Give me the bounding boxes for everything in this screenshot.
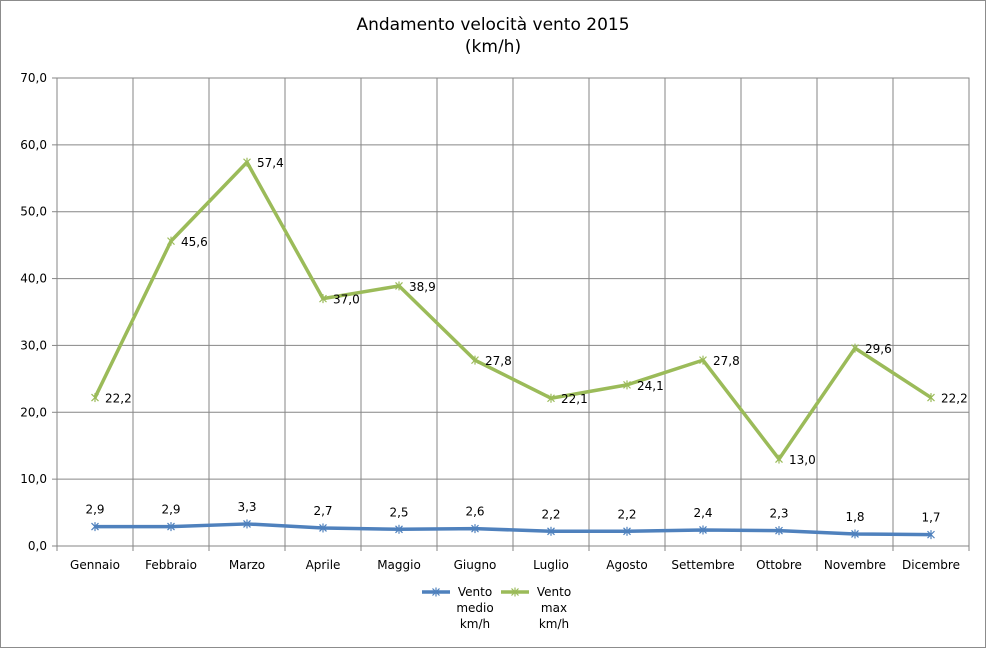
y-tick-label: 60,0 bbox=[20, 138, 47, 152]
data-point bbox=[319, 523, 327, 533]
x-tick-label: Luglio bbox=[533, 558, 569, 572]
legend-label: Vento bbox=[458, 585, 492, 599]
data-label: 27,8 bbox=[485, 354, 512, 368]
x-tick-label: Maggio bbox=[377, 558, 421, 572]
legend-item: Vento max km/h bbox=[501, 585, 571, 631]
data-point bbox=[167, 236, 175, 246]
chart-title-block: Andamento velocità vento 2015 (km/h) bbox=[0, 14, 986, 58]
x-tick-label: Giugno bbox=[454, 558, 497, 572]
data-point bbox=[927, 530, 935, 540]
data-point bbox=[775, 454, 783, 464]
data-point bbox=[547, 393, 555, 403]
x-tick-label: Aprile bbox=[306, 558, 341, 572]
data-label: 22,2 bbox=[105, 392, 132, 406]
data-point bbox=[547, 526, 555, 536]
data-label: 22,1 bbox=[561, 392, 588, 406]
x-tick-label: Settembre bbox=[671, 558, 734, 572]
data-label: 2,6 bbox=[465, 505, 484, 519]
data-point bbox=[623, 526, 631, 536]
y-tick-label: 30,0 bbox=[20, 338, 47, 352]
data-point bbox=[851, 343, 859, 353]
data-point bbox=[243, 519, 251, 529]
data-label: 2,7 bbox=[313, 504, 332, 518]
data-point bbox=[243, 157, 251, 167]
x-tick-label: Agosto bbox=[606, 558, 647, 572]
data-point bbox=[471, 524, 479, 534]
data-label: 27,8 bbox=[713, 354, 740, 368]
x-tick-label: Ottobre bbox=[756, 558, 802, 572]
data-label: 2,5 bbox=[389, 505, 408, 519]
data-point bbox=[699, 525, 707, 535]
data-label: 29,6 bbox=[865, 342, 892, 356]
legend-label: medio bbox=[456, 601, 493, 615]
data-label: 37,0 bbox=[333, 293, 360, 307]
x-tick-label: Marzo bbox=[229, 558, 265, 572]
y-tick-label: 50,0 bbox=[20, 205, 47, 219]
data-point bbox=[927, 393, 935, 403]
legend-marker bbox=[511, 587, 519, 597]
legend-label: km/h bbox=[460, 617, 490, 631]
data-point bbox=[395, 524, 403, 534]
data-point bbox=[471, 355, 479, 365]
data-label: 2,2 bbox=[541, 507, 560, 521]
legend-marker bbox=[432, 587, 440, 597]
legend-label: Vento bbox=[537, 585, 571, 599]
data-label: 3,3 bbox=[237, 500, 256, 514]
y-tick-label: 10,0 bbox=[20, 472, 47, 486]
chart-title: Andamento velocità vento 2015 bbox=[356, 15, 630, 35]
data-point bbox=[91, 393, 99, 403]
y-tick-label: 70,0 bbox=[20, 71, 47, 85]
data-label: 22,2 bbox=[941, 392, 968, 406]
data-label: 2,9 bbox=[85, 503, 104, 517]
data-label: 24,1 bbox=[637, 379, 664, 393]
data-point bbox=[395, 281, 403, 291]
data-point bbox=[851, 529, 859, 539]
data-label: 38,9 bbox=[409, 280, 436, 294]
data-point bbox=[91, 522, 99, 532]
data-point bbox=[319, 294, 327, 304]
data-label: 57,4 bbox=[257, 156, 284, 170]
data-label: 2,9 bbox=[161, 503, 180, 517]
data-label: 13,0 bbox=[789, 453, 816, 467]
data-point bbox=[699, 355, 707, 365]
x-tick-label: Novembre bbox=[824, 558, 886, 572]
x-tick-label: Febbraio bbox=[145, 558, 197, 572]
legend-label: max bbox=[541, 601, 567, 615]
x-tick-label: Dicembre bbox=[902, 558, 960, 572]
legend-item: Vento medio km/h bbox=[422, 585, 494, 631]
data-label: 2,2 bbox=[617, 507, 636, 521]
data-label: 45,6 bbox=[181, 235, 208, 249]
data-point bbox=[167, 522, 175, 532]
data-label: 2,3 bbox=[769, 507, 788, 521]
y-tick-label: 20,0 bbox=[20, 405, 47, 419]
legend-label: km/h bbox=[539, 617, 569, 631]
x-tick-label: Gennaio bbox=[70, 558, 120, 572]
y-tick-label: 40,0 bbox=[20, 272, 47, 286]
data-label: 2,4 bbox=[693, 506, 712, 520]
series-line-vento-medio bbox=[95, 522, 932, 537]
data-point bbox=[775, 526, 783, 536]
series-line-vento-max bbox=[93, 160, 932, 461]
data-label: 1,7 bbox=[921, 511, 940, 525]
data-label: 1,8 bbox=[845, 510, 864, 524]
chart-subtitle: (km/h) bbox=[464, 37, 522, 57]
data-point bbox=[623, 380, 631, 390]
y-tick-label: 0,0 bbox=[28, 539, 47, 553]
